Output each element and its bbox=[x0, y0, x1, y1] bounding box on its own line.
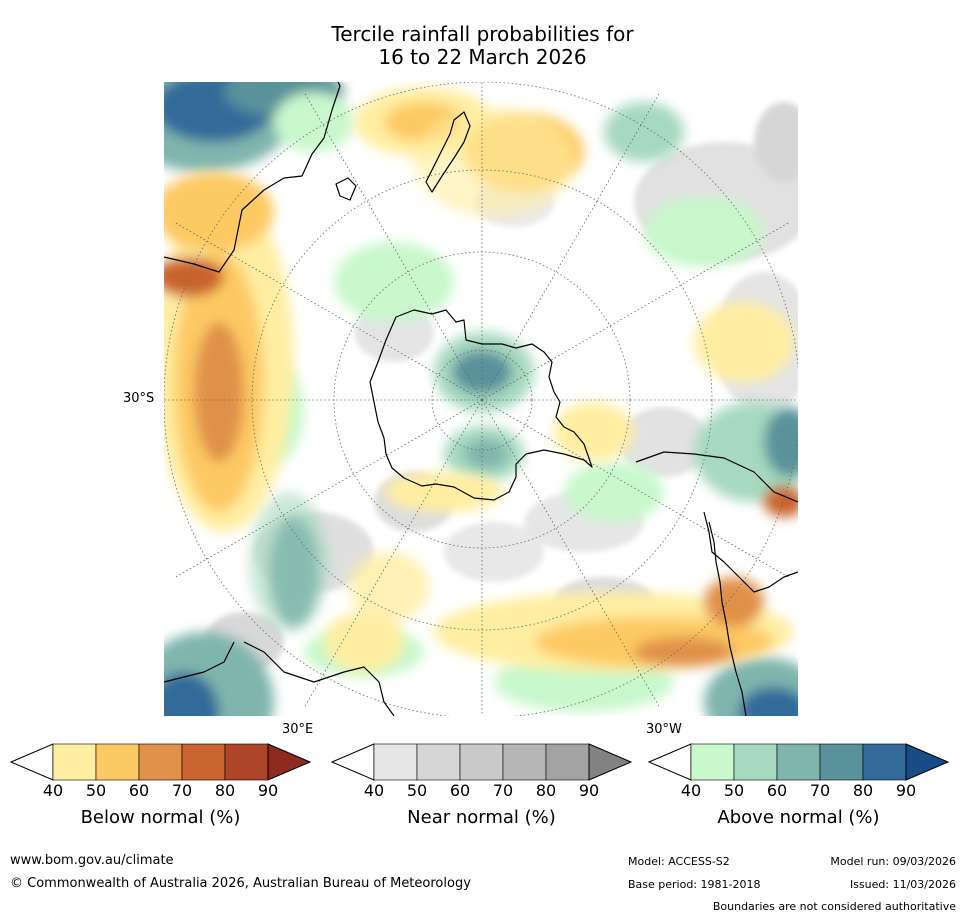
australia-coastline bbox=[164, 82, 341, 273]
south-america-coastline bbox=[635, 451, 798, 716]
colorbar-below-segment bbox=[224, 743, 269, 781]
colorbar-near-tick: 60 bbox=[449, 781, 471, 800]
colorbar-above-tick: 90 bbox=[895, 781, 917, 800]
lat-label-30s: 30°S bbox=[123, 391, 155, 406]
colorbar-near-tick: 70 bbox=[492, 781, 514, 800]
colorbar-below-segment bbox=[52, 743, 97, 781]
colorbar-below-tick: 50 bbox=[85, 781, 107, 800]
colorbar-below-tick: 60 bbox=[128, 781, 150, 800]
colorbar-above-segment bbox=[862, 743, 907, 781]
africa-coastline bbox=[164, 641, 395, 716]
map-title-line1: Tercile rainfall probabilities for bbox=[331, 22, 634, 46]
colorbar-above-tick: 40 bbox=[680, 781, 702, 800]
colorbar-near-segment bbox=[545, 743, 590, 781]
map-title-line2: 16 to 22 March 2026 bbox=[378, 45, 587, 69]
colorbar-above-tick: 80 bbox=[852, 781, 874, 800]
colorbar-near-low-extend bbox=[331, 743, 375, 781]
colorbar-near-segment bbox=[373, 743, 418, 781]
colorbar-below-segment bbox=[181, 743, 226, 781]
colorbar-near-tick: 80 bbox=[535, 781, 557, 800]
coastlines bbox=[164, 82, 798, 716]
colorbar-near-tick: 90 bbox=[578, 781, 600, 800]
colorbar-near-segment bbox=[416, 743, 461, 781]
footer-base-period: Base period: 1981-2018 bbox=[628, 878, 761, 891]
colorbar-below-segment bbox=[95, 743, 140, 781]
colorbar-near-high-extend bbox=[588, 743, 632, 781]
colorbar-above-tick: 60 bbox=[766, 781, 788, 800]
colorbar-near bbox=[331, 743, 632, 781]
colorbar-below-tick: 90 bbox=[257, 781, 279, 800]
colorbar-above-segment bbox=[733, 743, 778, 781]
colorbar-below-title: Below normal (%) bbox=[80, 807, 241, 828]
colorbar-near-segment bbox=[459, 743, 504, 781]
colorbar-above-low-extend bbox=[648, 743, 692, 781]
colorbar-above-high-extend bbox=[905, 743, 949, 781]
lon-label-30e: 30°E bbox=[282, 722, 314, 737]
colorbar-below-low-extend bbox=[10, 743, 54, 781]
colorbar-above-tick: 70 bbox=[809, 781, 831, 800]
below-normal-regions bbox=[164, 87, 798, 672]
colorbar-near-tick: 50 bbox=[406, 781, 428, 800]
antarctica-coastline bbox=[369, 309, 593, 501]
colorbar-below-segment bbox=[138, 743, 183, 781]
colorbar-below bbox=[10, 743, 311, 781]
colorbar-above-tick: 50 bbox=[723, 781, 745, 800]
new-zealand-coastline bbox=[425, 111, 471, 193]
colorbar-near-title: Near normal (%) bbox=[407, 807, 556, 828]
colorbar-below-tick: 80 bbox=[214, 781, 236, 800]
footer-disclaimer: Boundaries are not considered authoritat… bbox=[712, 900, 956, 913]
colorbar-near-tick: 40 bbox=[363, 781, 385, 800]
colorbar-below-tick: 70 bbox=[171, 781, 193, 800]
colorbar-below-high-extend bbox=[267, 743, 311, 781]
colorbar-near-segment bbox=[502, 743, 547, 781]
colorbar-below-tick: 40 bbox=[42, 781, 64, 800]
colorbar-above-segment bbox=[690, 743, 735, 781]
footer-issued: Issued: 11/03/2026 bbox=[849, 878, 956, 891]
polar-map-svg bbox=[164, 82, 798, 716]
footer-url[interactable]: www.bom.gov.au/climate bbox=[10, 853, 174, 868]
footer-model-run: Model run: 09/03/2026 bbox=[830, 855, 956, 868]
colorbar-above bbox=[648, 743, 949, 781]
colorbar-above-segment bbox=[819, 743, 864, 781]
polar-map bbox=[164, 82, 798, 716]
tasmania-coastline bbox=[335, 177, 357, 201]
colorbar-above-title: Above normal (%) bbox=[717, 807, 880, 828]
lon-label-30w: 30°W bbox=[646, 722, 682, 737]
footer-model: Model: ACCESS-S2 bbox=[628, 855, 730, 868]
graticule bbox=[164, 82, 798, 716]
footer-copyright: © Commonwealth of Australia 2026, Austra… bbox=[10, 876, 471, 891]
colorbar-above-segment bbox=[776, 743, 821, 781]
